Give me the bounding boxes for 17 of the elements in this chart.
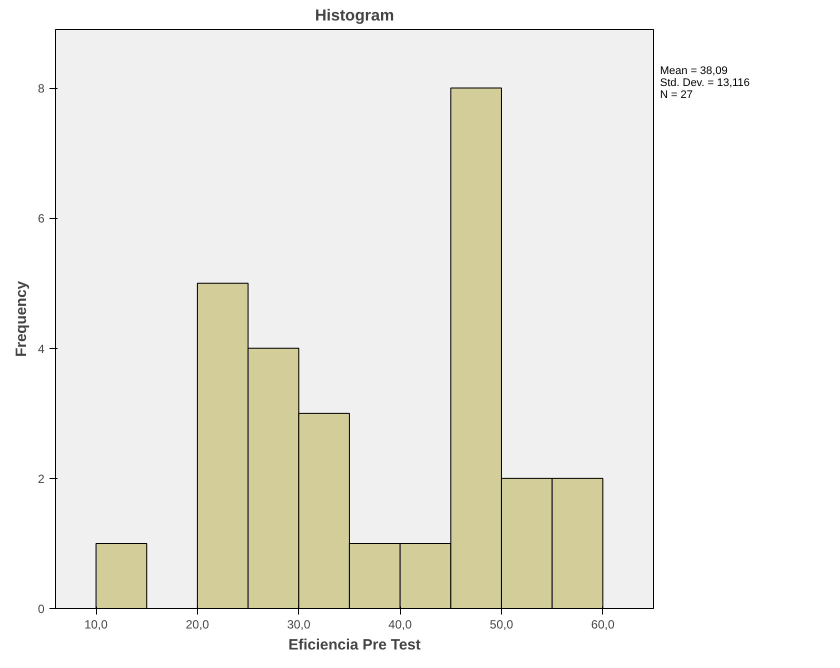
- y-tick-label: 2: [38, 472, 45, 486]
- x-tick-label: 50,0: [490, 618, 514, 632]
- y-axis-title: Frequency: [12, 280, 30, 357]
- text: N = 27: [660, 89, 693, 101]
- x-tick-label: 60,0: [591, 618, 615, 632]
- x-axis-title: Eficiencia Pre Test: [288, 636, 421, 654]
- text: Mean = 38,09: [660, 65, 728, 77]
- x-tick-label: 10,0: [84, 618, 108, 632]
- x-tick-label: 30,0: [287, 618, 311, 632]
- x-tick-label: 40,0: [388, 618, 412, 632]
- chart-title: Histogram: [314, 8, 394, 24]
- y-tick-label: 8: [38, 82, 45, 96]
- x-tick-label: 20,0: [186, 618, 210, 632]
- y-tick-label: 4: [38, 342, 45, 356]
- text: Std. Dev. = 13,116: [660, 77, 750, 89]
- y-tick-label: 6: [38, 212, 45, 226]
- y-tick-label: 0: [38, 602, 45, 616]
